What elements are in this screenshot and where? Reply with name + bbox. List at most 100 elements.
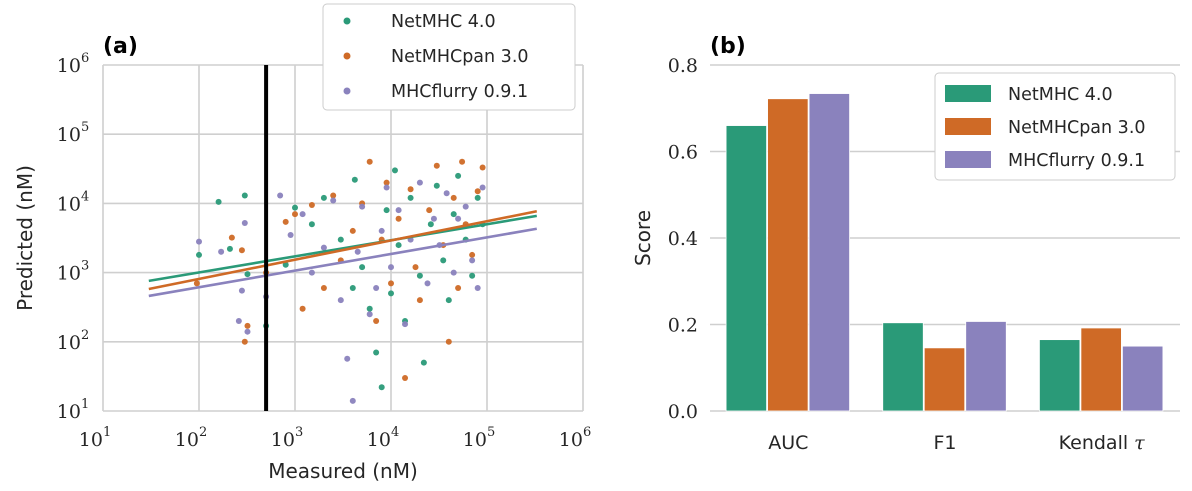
scatter-point-mhcflurry bbox=[349, 397, 356, 404]
bar-mhcflurry bbox=[808, 93, 850, 412]
scatter-point-netmhcpan bbox=[474, 188, 481, 195]
scatter-point-netmhcpan bbox=[395, 215, 402, 222]
scatter-point-mhcflurry bbox=[462, 203, 469, 210]
scatter-point-netmhcpan bbox=[416, 297, 423, 304]
scatter-point-netmhcpan bbox=[445, 338, 452, 345]
scatter-point-netmhc bbox=[308, 221, 315, 228]
scatter-point-netmhcpan bbox=[426, 207, 433, 214]
bar-y-axis-label: Score bbox=[631, 210, 655, 266]
bar-netmhc bbox=[882, 322, 924, 412]
scatter-point-mhcflurry bbox=[218, 248, 225, 255]
scatter-point-netmhc bbox=[215, 198, 222, 205]
bar-netmhc bbox=[725, 125, 767, 412]
scatter-point-netmhc bbox=[469, 272, 476, 279]
scatter-point-netmhc bbox=[292, 204, 298, 211]
bar-y-tick-labels: 0.0 0.2 0.4 0.6 0.8 bbox=[668, 55, 698, 423]
x-tick-label: 105 bbox=[463, 425, 495, 451]
scatter-point-netmhcpan bbox=[450, 194, 457, 201]
scatter-point-netmhcpan bbox=[469, 251, 476, 258]
scatter-point-netmhcpan bbox=[308, 201, 315, 208]
bar-legend-box bbox=[934, 72, 1176, 181]
scatter-point-mhcflurry bbox=[424, 280, 431, 287]
fit-line-netmhc bbox=[148, 214, 537, 283]
scatter-point-mhcflurry bbox=[287, 231, 294, 238]
scatter-point-mhcflurry bbox=[299, 211, 306, 218]
scatter-point-netmhc bbox=[407, 194, 414, 201]
scatter-point-netmhcpan bbox=[228, 234, 235, 241]
bar-mhcflurry bbox=[965, 321, 1007, 412]
legend-swatch-netmhcpan bbox=[945, 118, 991, 135]
scatter-point-netmhc bbox=[427, 221, 434, 228]
x-axis-label: Measured (nM) bbox=[268, 459, 418, 483]
scatter-point-mhcflurry bbox=[455, 215, 462, 222]
x-tick-label: 103 bbox=[271, 425, 303, 451]
scatter-point-netmhc bbox=[282, 261, 289, 268]
scatter-point-netmhcpan bbox=[402, 374, 409, 381]
scatter-point-mhcflurry bbox=[354, 248, 361, 255]
y-tick-label: 101 bbox=[57, 397, 89, 423]
scatter-point-netmhc bbox=[420, 359, 427, 366]
scatter-point-netmhc bbox=[445, 297, 452, 304]
scatter-point-mhcflurry bbox=[450, 269, 457, 276]
legend-label-mhcflurry: MHCflurry 0.9.1 bbox=[1008, 151, 1145, 171]
scatter-point-netmhc bbox=[337, 236, 344, 243]
bar-category-label: F1 bbox=[933, 432, 956, 454]
scatter-point-mhcflurry bbox=[443, 190, 450, 197]
scatter-point-netmhcpan bbox=[330, 192, 337, 199]
scatter-point-netmhc bbox=[450, 211, 457, 218]
x-tick-label: 104 bbox=[367, 425, 399, 451]
bar-panel: 0.0 0.2 0.4 0.6 0.8 AUC F1 Kendall τ (b) Score… bbox=[631, 34, 1180, 454]
scatter-point-netmhcpan bbox=[193, 280, 200, 287]
bar-netmhcpan bbox=[923, 347, 966, 412]
scatter-point-mhcflurry bbox=[196, 238, 202, 245]
legend-swatch-netmhc bbox=[945, 85, 991, 102]
panel-b-label: (b) bbox=[710, 34, 746, 59]
scatter-point-netmhc bbox=[359, 264, 366, 271]
bar-y-tick-label: 0.2 bbox=[668, 315, 698, 337]
fit-line-mhcflurry bbox=[148, 227, 537, 298]
scatter-point-mhcflurry bbox=[320, 244, 327, 251]
scatter-gridlines bbox=[102, 64, 584, 412]
scatter-point-netmhc bbox=[433, 182, 440, 189]
scatter-point-netmhc bbox=[351, 176, 358, 183]
legend-label-netmhc: NetMHC 4.0 bbox=[391, 12, 496, 32]
scatter-point-mhcflurry bbox=[383, 184, 390, 191]
bar-netmhcpan bbox=[1080, 327, 1122, 412]
scatter-point-netmhcpan bbox=[479, 164, 486, 171]
bar-y-tick-label: 0.8 bbox=[668, 55, 698, 77]
scatter-point-mhcflurry bbox=[469, 257, 476, 264]
x-tick-label: 106 bbox=[559, 425, 591, 451]
scatter-point-mhcflurry bbox=[430, 215, 437, 222]
scatter-point-mhcflurry bbox=[337, 297, 344, 304]
scatter-point-netmhcpan bbox=[433, 162, 440, 169]
scatter-point-netmhcpan bbox=[388, 280, 394, 287]
y-tick-label: 102 bbox=[57, 328, 89, 354]
scatter-point-netmhcpan bbox=[407, 186, 414, 193]
scatter-point-netmhc bbox=[416, 272, 423, 279]
scatter-point-netmhcpan bbox=[299, 305, 306, 312]
scatter-point-netmhc bbox=[349, 284, 356, 291]
bar-category-label: Kendall τ bbox=[1059, 432, 1146, 454]
scatter-point-mhcflurry bbox=[235, 317, 242, 324]
legend-label-netmhcpan: NetMHCpan 3.0 bbox=[391, 47, 529, 67]
scatter-point-netmhcpan bbox=[320, 284, 327, 291]
scatter-point-netmhcpan bbox=[366, 158, 373, 165]
scatter-point-mhcflurry bbox=[416, 179, 423, 186]
fit-line-netmhcpan bbox=[148, 209, 538, 291]
scatter-point-netmhcpan bbox=[459, 158, 466, 165]
scatter-point-netmhcpan bbox=[373, 317, 380, 324]
scatter-point-netmhc bbox=[474, 194, 481, 201]
bar-netmhc bbox=[1039, 339, 1081, 412]
bar-y-tick-label: 0.0 bbox=[668, 401, 698, 423]
legend-swatch-mhcflurry bbox=[945, 151, 991, 168]
scatter-point-mhcflurry bbox=[244, 328, 251, 335]
bar-category-label: AUC bbox=[768, 432, 808, 454]
scatter-legend-box bbox=[322, 3, 576, 111]
scatter-legend: NetMHC 4.0 NetMHCpan 3.0 MHCflurry 0.9.1 bbox=[322, 3, 576, 111]
scatter-point-netmhc bbox=[320, 194, 327, 201]
y-tick-label: 105 bbox=[57, 120, 89, 146]
x-tick-labels: 101 102 103 104 105 106 bbox=[79, 425, 591, 451]
scatter-point-mhcflurry bbox=[474, 284, 481, 291]
scatter-point-netmhc bbox=[388, 290, 394, 297]
